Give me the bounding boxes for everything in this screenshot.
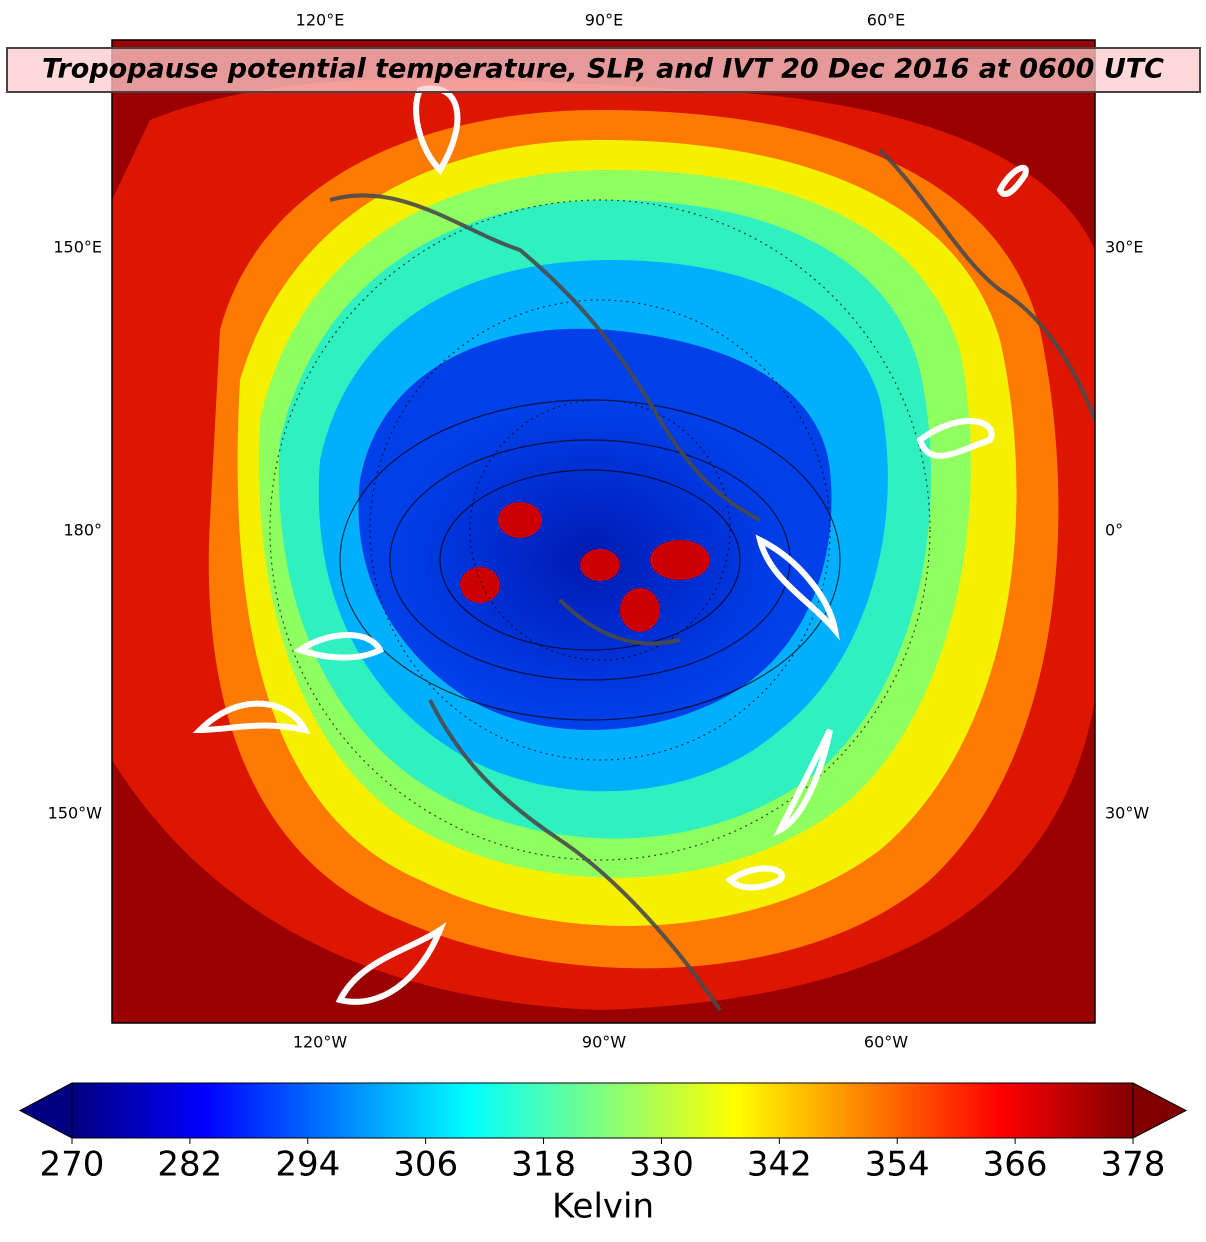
lon-label: 60°W <box>864 1033 908 1052</box>
colorbar-tick-label: 282 <box>157 1145 222 1185</box>
lon-label: 150°W <box>48 804 103 823</box>
lon-label: 60°E <box>867 11 905 30</box>
colorbar-body <box>72 1083 1133 1138</box>
lon-label: 0° <box>1105 521 1123 540</box>
colorbar-label: Kelvin <box>552 1187 654 1227</box>
lon-label: 90°E <box>585 11 623 30</box>
lon-label: 30°E <box>1105 238 1143 257</box>
lon-label: 30°W <box>1105 804 1149 823</box>
map-frame <box>111 39 1096 1024</box>
map-title: Tropopause potential temperature, SLP, a… <box>42 54 1164 85</box>
colorbar-tick-label: 318 <box>511 1145 576 1185</box>
colorbar-extend-max <box>1132 1082 1188 1139</box>
colorbar: 270 282 294 306 318 330 342 354 366 378 <box>18 1082 1188 1185</box>
colorbar-tick-label: 330 <box>629 1145 694 1185</box>
colorbar-tick-label: 294 <box>275 1145 340 1185</box>
lon-label: 150°E <box>53 238 102 257</box>
lon-label: 120°W <box>293 1033 348 1052</box>
lon-label: 90°W <box>582 1033 626 1052</box>
colorbar-tick-label: 306 <box>393 1145 458 1185</box>
colorbar-tick-label: 378 <box>1101 1145 1166 1185</box>
colorbar-tick-label: 366 <box>983 1145 1048 1185</box>
colorbar-tick-label: 270 <box>40 1145 105 1185</box>
lon-label: 120°E <box>296 11 345 30</box>
colorbar-extend-min <box>18 1082 73 1139</box>
title-box: Tropopause potential temperature, SLP, a… <box>6 47 1201 93</box>
colorbar-tick-label: 354 <box>865 1145 930 1185</box>
colorbar-tick-label: 342 <box>747 1145 812 1185</box>
map-field <box>112 40 1095 1023</box>
colorbar-outline <box>71 1082 1134 1139</box>
lon-label: 180° <box>63 521 102 540</box>
